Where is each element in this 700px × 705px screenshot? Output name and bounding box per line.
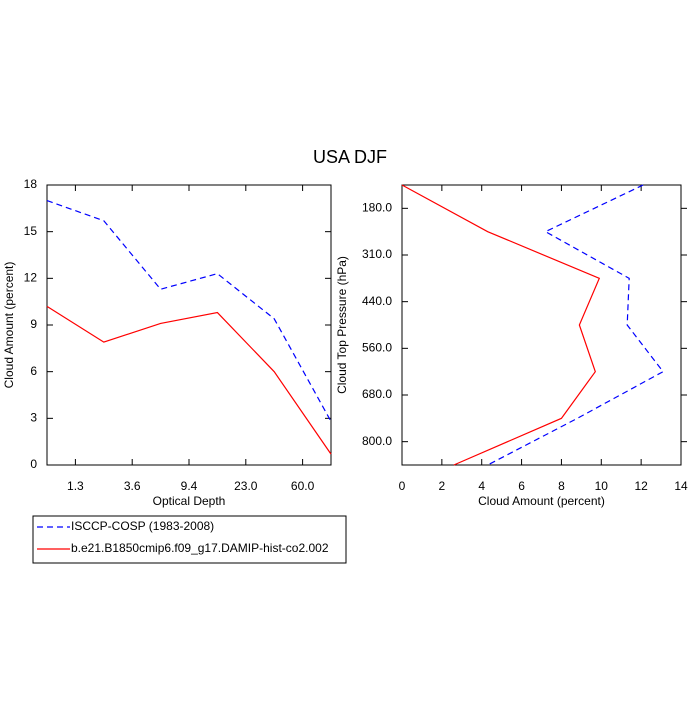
series-line bbox=[487, 184, 664, 466]
x-tick-label: 23.0 bbox=[234, 479, 258, 493]
plot-frame bbox=[401, 184, 682, 466]
x-tick-label: 9.4 bbox=[181, 479, 198, 493]
x-tick-label: 1.3 bbox=[67, 479, 84, 493]
y-tick-label: 6 bbox=[30, 364, 37, 378]
series-line bbox=[46, 199, 332, 422]
x-tick-label: 3.6 bbox=[124, 479, 141, 493]
x-tick-label: 12 bbox=[634, 479, 648, 493]
y-axis-label: Cloud Top Pressure (hPa) bbox=[335, 256, 349, 394]
y-tick-label: 560.0 bbox=[362, 341, 392, 355]
x-tick-label: 6 bbox=[518, 479, 525, 493]
y-tick-label: 440.0 bbox=[362, 294, 392, 308]
x-axis-label: Optical Depth bbox=[153, 494, 226, 508]
y-tick-label: 15 bbox=[24, 224, 38, 238]
series-line bbox=[46, 305, 332, 455]
chart-title: USA DJF bbox=[313, 147, 387, 167]
y-tick-label: 310.0 bbox=[362, 247, 392, 261]
x-tick-label: 0 bbox=[399, 479, 406, 493]
y-tick-label: 3 bbox=[30, 411, 37, 425]
y-tick-label: 800.0 bbox=[362, 434, 392, 448]
legend-box bbox=[32, 515, 347, 564]
y-tick-label: 180.0 bbox=[362, 201, 392, 215]
y-tick-label: 12 bbox=[24, 271, 38, 285]
x-tick-label: 8 bbox=[558, 479, 565, 493]
legend-label: b.e21.B1850cmip6.f09_g17.DAMIP-hist-co2.… bbox=[71, 541, 329, 555]
x-tick-label: 4 bbox=[478, 479, 485, 493]
x-tick-label: 14 bbox=[674, 479, 688, 493]
x-tick-label: 2 bbox=[439, 479, 446, 493]
series-line bbox=[401, 184, 601, 466]
legend-label: ISCCP-COSP (1983-2008) bbox=[71, 519, 214, 533]
x-axis-label: Cloud Amount (percent) bbox=[478, 494, 605, 508]
y-tick-label: 18 bbox=[24, 177, 38, 191]
y-tick-label: 680.0 bbox=[362, 387, 392, 401]
x-tick-label: 60.0 bbox=[291, 479, 315, 493]
y-axis-label: Cloud Amount (percent) bbox=[2, 262, 16, 389]
y-tick-label: 9 bbox=[30, 317, 37, 331]
x-tick-label: 10 bbox=[595, 479, 609, 493]
y-tick-label: 0 bbox=[30, 457, 37, 471]
